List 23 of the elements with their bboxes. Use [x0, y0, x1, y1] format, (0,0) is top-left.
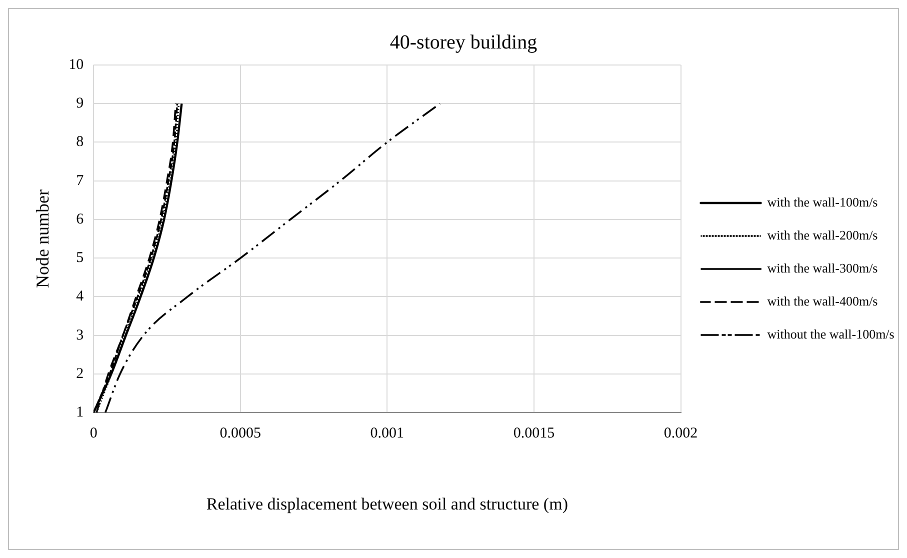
y-axis-title: Node number — [32, 190, 53, 288]
y-tick-label: 4 — [76, 288, 84, 305]
legend-label: with the wall-200m/s — [767, 227, 878, 242]
y-tick-label: 7 — [76, 172, 84, 189]
legend-label: with the wall-300m/s — [767, 260, 878, 276]
chart-title: 40-storey building — [390, 31, 538, 54]
y-tick-label: 5 — [76, 250, 84, 266]
x-tick-label: 0.001 — [370, 426, 404, 442]
y-tick-label: 1 — [76, 404, 84, 421]
y-tick-label: 3 — [76, 327, 84, 344]
x-tick-label: 0.0015 — [513, 426, 555, 442]
x-axis-title: Relative displacement between soil and structure (m) — [206, 494, 568, 514]
y-tick-label: 8 — [76, 134, 84, 150]
x-tick-label: 0 — [90, 426, 98, 442]
legend-label: with the wall-400m/s — [767, 293, 878, 308]
legend-label: without the wall-100m/s — [767, 326, 894, 342]
y-tick-label: 6 — [76, 211, 84, 228]
legend-label: with the wall-100m/s — [767, 194, 878, 210]
y-tick-label: 10 — [68, 56, 84, 73]
x-tick-label: 0.002 — [664, 426, 698, 442]
y-tick-label: 9 — [76, 96, 84, 112]
x-tick-label: 0.0005 — [220, 426, 262, 442]
y-tick-label: 2 — [76, 366, 84, 382]
